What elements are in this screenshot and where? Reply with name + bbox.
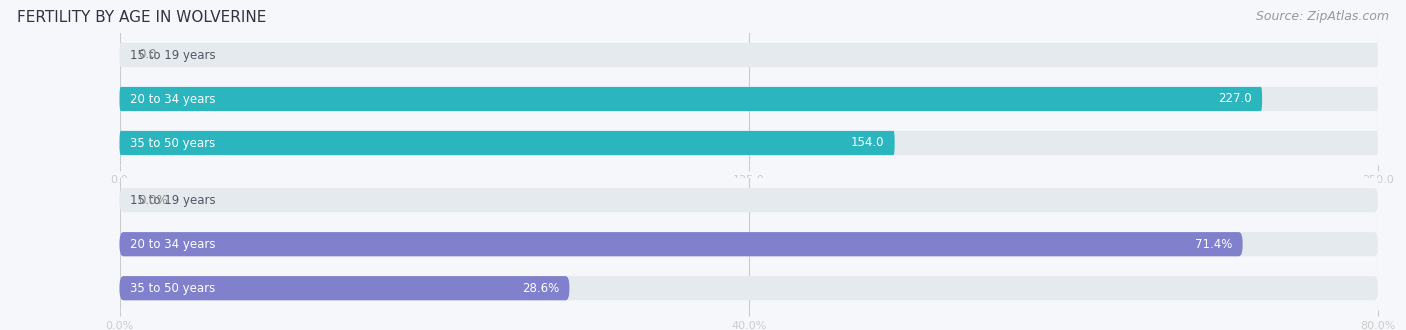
Text: Source: ZipAtlas.com: Source: ZipAtlas.com — [1256, 10, 1389, 23]
Text: 35 to 50 years: 35 to 50 years — [129, 282, 215, 295]
FancyBboxPatch shape — [120, 87, 1378, 111]
FancyBboxPatch shape — [120, 131, 894, 155]
Text: 20 to 34 years: 20 to 34 years — [129, 92, 215, 106]
Text: 154.0: 154.0 — [851, 137, 884, 149]
FancyBboxPatch shape — [120, 276, 569, 300]
FancyBboxPatch shape — [120, 232, 1243, 256]
Text: 0.0%: 0.0% — [138, 194, 167, 207]
FancyBboxPatch shape — [120, 188, 1378, 212]
Text: 35 to 50 years: 35 to 50 years — [129, 137, 215, 149]
FancyBboxPatch shape — [120, 232, 1378, 256]
Text: 28.6%: 28.6% — [522, 282, 560, 295]
Text: 0.0: 0.0 — [138, 49, 157, 61]
Text: 71.4%: 71.4% — [1195, 238, 1233, 251]
FancyBboxPatch shape — [120, 131, 1378, 155]
FancyBboxPatch shape — [120, 276, 1378, 300]
Text: 15 to 19 years: 15 to 19 years — [129, 194, 215, 207]
Text: 20 to 34 years: 20 to 34 years — [129, 238, 215, 251]
Text: 227.0: 227.0 — [1219, 92, 1251, 106]
FancyBboxPatch shape — [120, 43, 1378, 67]
FancyBboxPatch shape — [120, 87, 1263, 111]
Text: FERTILITY BY AGE IN WOLVERINE: FERTILITY BY AGE IN WOLVERINE — [17, 10, 266, 25]
Text: 15 to 19 years: 15 to 19 years — [129, 49, 215, 61]
